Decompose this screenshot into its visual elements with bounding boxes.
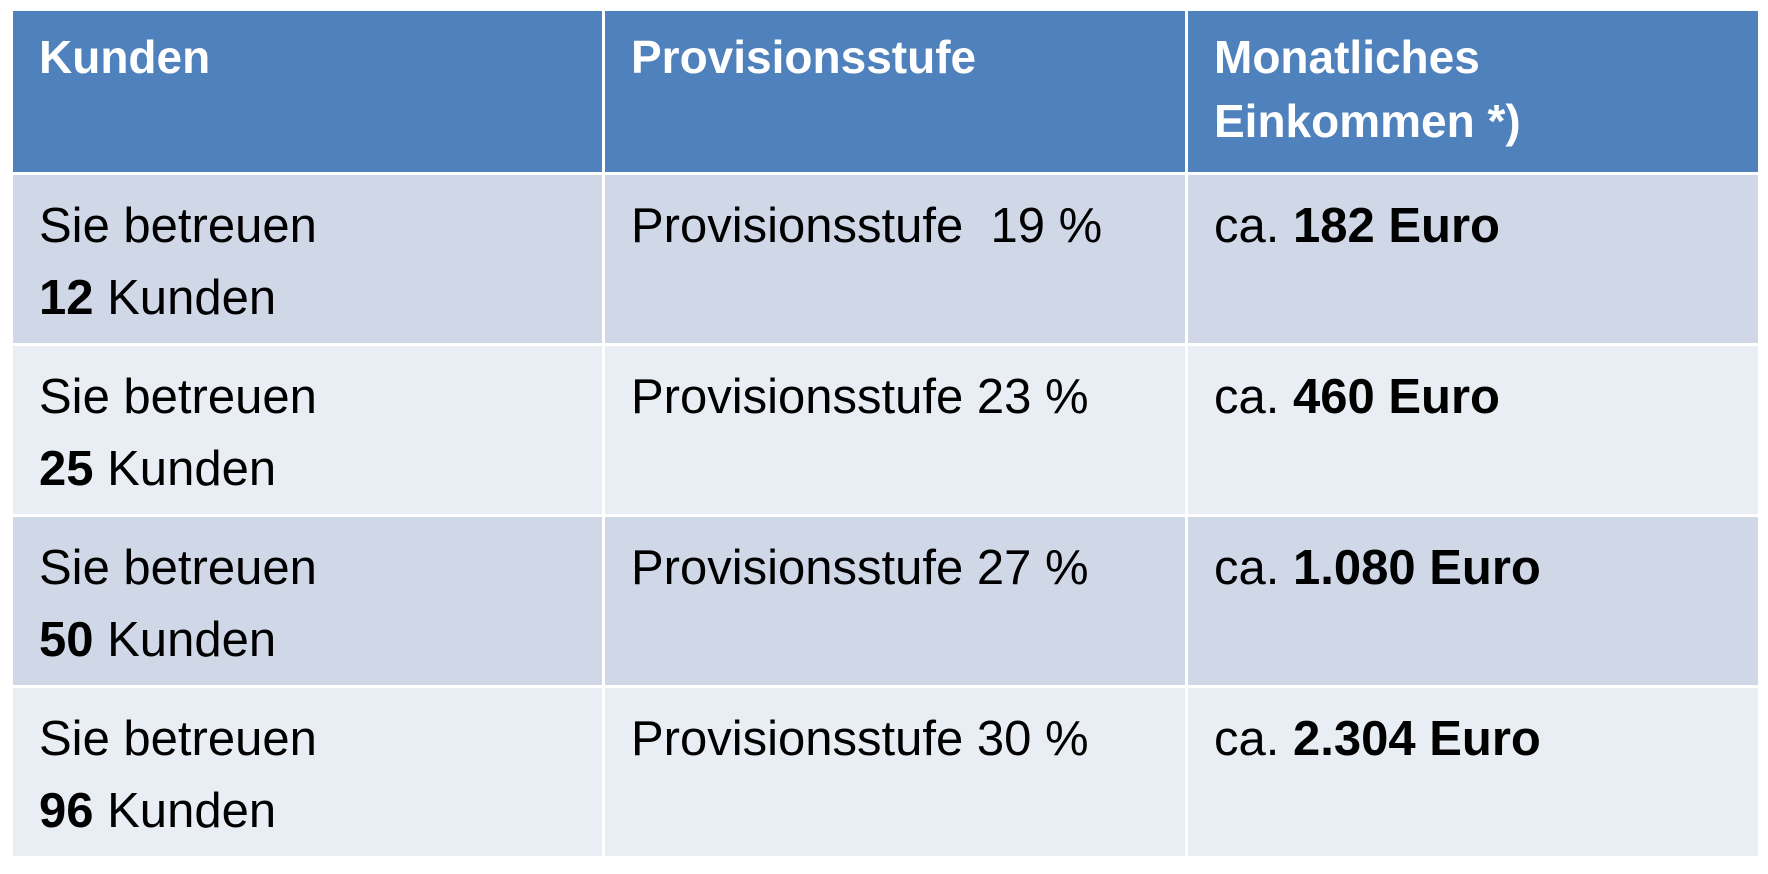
cell-provisionsstufe: Provisionsstufe 30 % <box>602 685 1188 859</box>
table-header-row: Kunden Provisionsstufe Monatliches Einko… <box>10 8 1761 175</box>
kunden-count: 12 <box>39 271 94 325</box>
einkommen-prefix: ca. <box>1214 199 1293 253</box>
table-row: Sie betreuen 25 Kunden Provisionsstufe 2… <box>10 343 1761 517</box>
header-einkommen-line2: Einkommen *) <box>1214 95 1521 147</box>
cell-provisionsstufe: Provisionsstufe 19 % <box>602 172 1188 346</box>
cell-kunden: Sie betreuen 50 Kunden <box>10 514 605 688</box>
kunden-prefix: Sie betreuen <box>39 712 317 766</box>
stufe-text: Provisionsstufe 30 % <box>631 712 1089 766</box>
header-kunden: Kunden <box>10 8 605 175</box>
cell-kunden: Sie betreuen 96 Kunden <box>10 685 605 859</box>
einkommen-value: 460 Euro <box>1292 370 1500 424</box>
header-einkommen-line1: Monatliches <box>1214 31 1480 83</box>
kunden-suffix: Kunden <box>93 613 277 667</box>
einkommen-value: 2.304 Euro <box>1292 712 1541 766</box>
cell-einkommen: ca. 2.304 Euro <box>1185 685 1761 859</box>
einkommen-value: 182 Euro <box>1292 199 1500 253</box>
cell-provisionsstufe: Provisionsstufe 27 % <box>602 514 1188 688</box>
table-row: Sie betreuen 96 Kunden Provisionsstufe 3… <box>10 685 1761 859</box>
kunden-prefix: Sie betreuen <box>39 370 317 424</box>
kunden-suffix: Kunden <box>93 442 277 496</box>
table-row: Sie betreuen 50 Kunden Provisionsstufe 2… <box>10 514 1761 688</box>
cell-provisionsstufe: Provisionsstufe 23 % <box>602 343 1188 517</box>
cell-einkommen: ca. 1.080 Euro <box>1185 514 1761 688</box>
cell-kunden: Sie betreuen 25 Kunden <box>10 343 605 517</box>
kunden-prefix: Sie betreuen <box>39 541 317 595</box>
stufe-text: Provisionsstufe 19 % <box>631 199 1103 253</box>
cell-einkommen: ca. 460 Euro <box>1185 343 1761 517</box>
einkommen-prefix: ca. <box>1214 541 1293 595</box>
table-row: Sie betreuen 12 Kunden Provisionsstufe 1… <box>10 172 1761 346</box>
einkommen-value: 1.080 Euro <box>1292 541 1541 595</box>
cell-einkommen: ca. 182 Euro <box>1185 172 1761 346</box>
cell-kunden: Sie betreuen 12 Kunden <box>10 172 605 346</box>
kunden-count: 50 <box>39 613 94 667</box>
commission-table: Kunden Provisionsstufe Monatliches Einko… <box>10 8 1761 859</box>
kunden-count: 96 <box>39 784 94 838</box>
kunden-count: 25 <box>39 442 94 496</box>
header-provisionsstufe: Provisionsstufe <box>602 8 1188 175</box>
kunden-suffix: Kunden <box>93 784 277 838</box>
kunden-prefix: Sie betreuen <box>39 199 317 253</box>
header-monatliches-einkommen: Monatliches Einkommen *) <box>1185 8 1761 175</box>
commission-table-wrapper: Kunden Provisionsstufe Monatliches Einko… <box>10 8 1761 859</box>
einkommen-prefix: ca. <box>1214 370 1293 424</box>
stufe-text: Provisionsstufe 27 % <box>631 541 1089 595</box>
einkommen-prefix: ca. <box>1214 712 1293 766</box>
stufe-text: Provisionsstufe 23 % <box>631 370 1089 424</box>
kunden-suffix: Kunden <box>93 271 277 325</box>
